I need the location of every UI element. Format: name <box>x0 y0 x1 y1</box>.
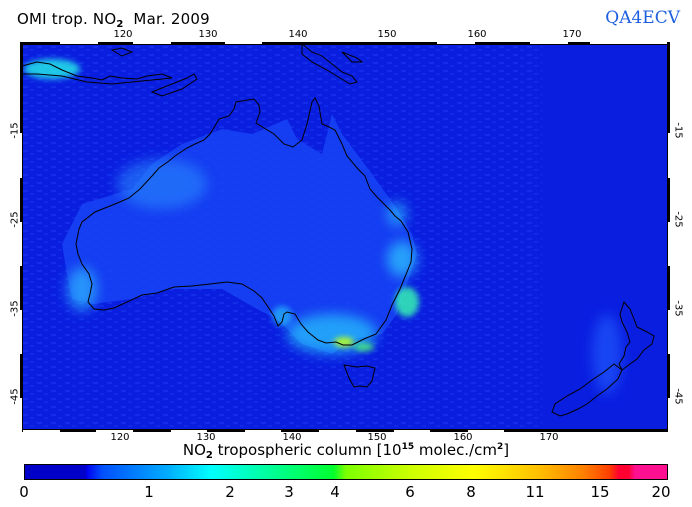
right-axis-segment <box>668 222 670 266</box>
left-axis-segment <box>20 222 22 266</box>
brand-logo-text: QA4ECV <box>605 8 680 28</box>
lon-tick-top: 120 <box>113 29 133 40</box>
bottom-axis-segment <box>468 430 504 432</box>
lon-tick-bottom: 170 <box>539 432 559 443</box>
colorbar-tick: 2 <box>225 483 235 501</box>
top-axis <box>20 42 670 45</box>
colorbar <box>24 464 668 480</box>
lon-tick-bottom: 160 <box>453 432 473 443</box>
hotspots <box>24 59 622 394</box>
colorbar-tick: 6 <box>405 483 415 501</box>
colorbar-tick: 15 <box>590 483 610 501</box>
lon-tick-top: 140 <box>288 29 308 40</box>
lon-tick-bottom: 130 <box>196 432 216 443</box>
lat-tick-left: -45 <box>9 388 21 405</box>
lon-tick-bottom: 150 <box>367 432 387 443</box>
lat-tick-right: -45 <box>672 388 684 405</box>
coastlines <box>22 44 655 417</box>
bottom-axis-segment <box>22 430 60 432</box>
bottom-axis-segment <box>245 430 281 432</box>
top-axis-segment <box>530 42 568 44</box>
lat-tick-right: -15 <box>672 122 684 139</box>
colorbar-tick: 0 <box>19 483 29 501</box>
right-axis-segment <box>668 133 670 178</box>
top-axis-segment <box>225 42 262 44</box>
bottom-axis-segment <box>96 430 133 432</box>
top-axis-segment <box>133 42 171 44</box>
lon-tick-top: 170 <box>562 29 582 40</box>
lon-tick-bottom: 120 <box>110 432 130 443</box>
left-axis-segment <box>20 398 22 432</box>
bottom-axis-segment <box>394 430 430 432</box>
colorbar-tick: 20 <box>651 483 671 501</box>
no2-map <box>20 42 670 432</box>
bottom-axis-segment <box>171 430 207 432</box>
colorbar-tick: 1 <box>144 483 154 501</box>
map-title: OMI trop. NO2 Mar. 2009 <box>17 10 210 30</box>
lon-tick-bottom: 140 <box>282 432 302 443</box>
colorbar-tick: 8 <box>466 483 476 501</box>
left-axis-segment <box>20 133 22 178</box>
right-axis-segment <box>668 398 670 432</box>
lat-tick-right: -25 <box>672 211 684 228</box>
left-axis-segment <box>20 310 22 354</box>
map-canvas <box>22 44 668 430</box>
lon-tick-top: 130 <box>198 29 218 40</box>
colorbar-label: NO2 tropospheric column [1015 molec./cm2… <box>182 441 510 461</box>
top-axis-segment <box>60 42 98 44</box>
top-axis-segment <box>590 42 668 44</box>
lat-tick-left: -15 <box>9 122 21 139</box>
bottom-axis-segment <box>319 430 356 432</box>
lat-tick-left: -25 <box>9 211 21 228</box>
lat-tick-right: -35 <box>672 300 684 317</box>
right-axis-segment <box>668 310 670 354</box>
lat-tick-left: -35 <box>9 300 21 317</box>
colorbar-tick: 4 <box>330 483 340 501</box>
top-axis-segment <box>437 42 475 44</box>
lon-tick-top: 150 <box>377 29 397 40</box>
lon-tick-top: 160 <box>467 29 487 40</box>
colorbar-tick: 3 <box>284 483 294 501</box>
colorbar-tick: 11 <box>525 483 545 501</box>
